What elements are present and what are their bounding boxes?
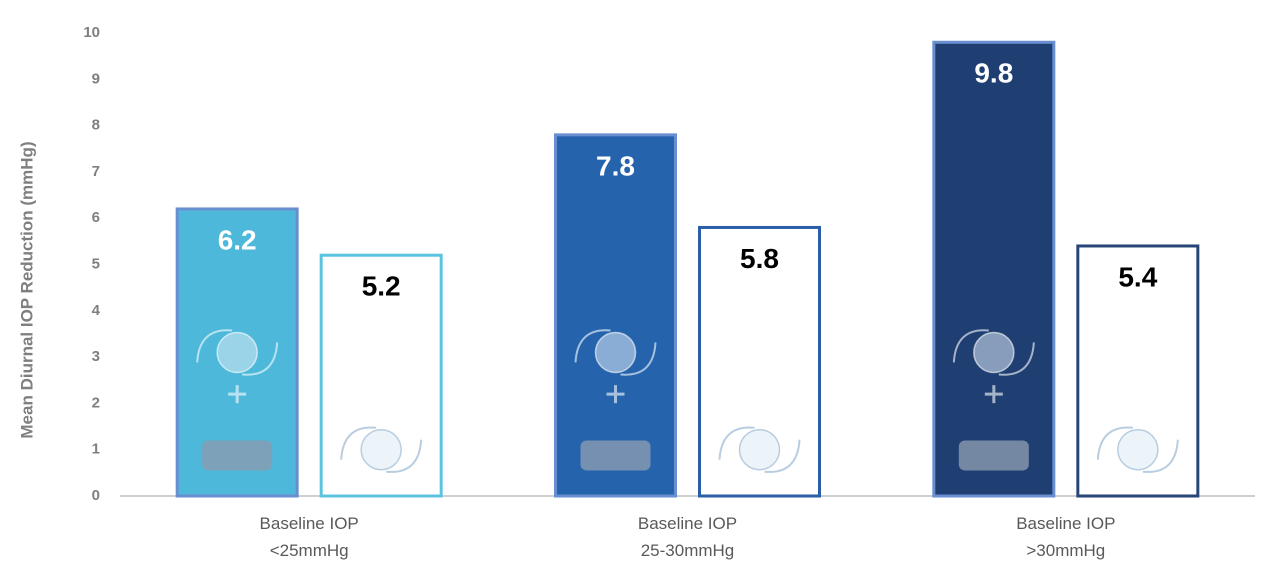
value-label: 7.8	[596, 150, 635, 181]
y-axis-label: Mean Diurnal IOP Reduction (mmHg)	[17, 141, 36, 438]
value-label: 6.2	[218, 224, 257, 255]
plus-icon	[984, 385, 1003, 404]
lens-icon	[973, 331, 1015, 374]
x-tick-label: Baseline IOP <25mmHg	[260, 514, 359, 560]
y-tick-label: 10	[83, 24, 100, 41]
lens-icon	[1117, 428, 1159, 471]
y-tick-label: 9	[92, 70, 100, 87]
y-tick-label: 6	[92, 209, 100, 226]
lens-icon	[216, 331, 258, 374]
value-label: 5.8	[740, 243, 779, 274]
lens-haptic	[718, 426, 801, 473]
y-tick-label: 5	[92, 255, 100, 272]
stent-icon	[202, 440, 273, 471]
lens-haptic	[952, 329, 1035, 376]
lens-icon	[738, 428, 781, 471]
lens-icon	[360, 428, 402, 471]
plus-icon	[228, 385, 247, 404]
y-tick-label: 7	[92, 163, 100, 180]
lens-haptic	[196, 329, 279, 376]
y-tick-label: 0	[92, 487, 100, 504]
x-tick-label: Baseline IOP >30mmHg	[1016, 514, 1115, 560]
value-label: 5.4	[1118, 261, 1157, 292]
y-tick-label: 3	[92, 348, 100, 365]
x-tick-label: Baseline IOP 25-30mmHg	[638, 514, 737, 560]
lens-haptic	[574, 329, 657, 376]
stent-icon	[958, 440, 1029, 471]
lens-haptic	[340, 426, 423, 473]
y-tick-label: 4	[92, 302, 101, 319]
value-label: 5.2	[362, 271, 401, 302]
bar	[932, 40, 1056, 498]
lens-icon	[594, 331, 637, 374]
stent-icon	[580, 440, 651, 471]
y-tick-label: 1	[92, 441, 100, 458]
y-tick-label: 8	[92, 117, 100, 134]
y-tick-label: 2	[92, 394, 100, 411]
lens-haptic	[1096, 426, 1179, 473]
bar	[554, 133, 677, 498]
value-label: 9.8	[974, 58, 1013, 89]
plus-icon	[606, 385, 625, 404]
